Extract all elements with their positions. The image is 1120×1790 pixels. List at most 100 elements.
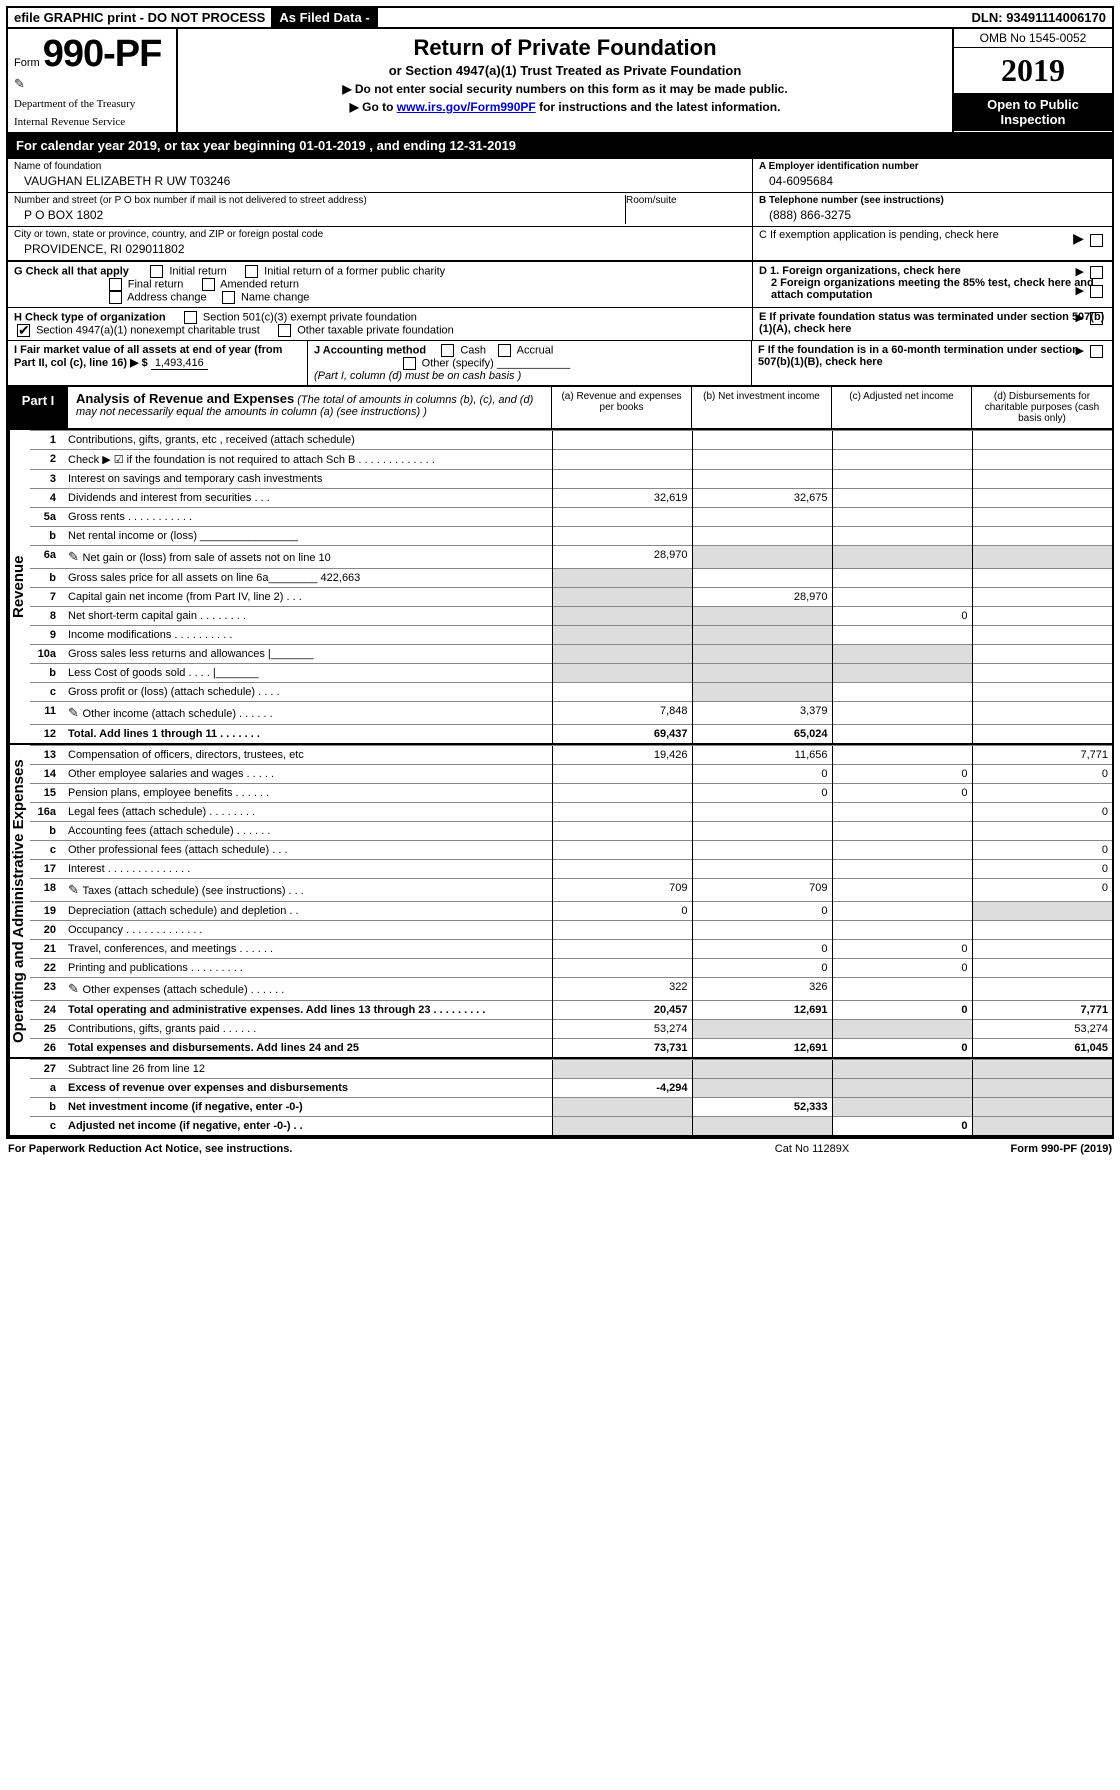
amount-cell — [692, 508, 832, 527]
ein-cell: A Employer identification number 04-6095… — [753, 159, 1112, 193]
line-description: Total operating and administrative expen… — [68, 1004, 485, 1016]
line-number: c — [30, 683, 64, 702]
checkbox-initial-former[interactable] — [245, 265, 258, 278]
checkbox-accrual[interactable] — [498, 344, 511, 357]
table-row: 7Capital gain net income (from Part IV, … — [30, 588, 1112, 607]
checkbox-final-return[interactable] — [109, 278, 122, 291]
amount-cell — [692, 546, 832, 569]
amount-cell — [972, 450, 1112, 470]
line-number: 5a — [30, 508, 64, 527]
amount-cell — [972, 702, 1112, 725]
amount-cell — [552, 527, 692, 546]
amount-cell — [692, 1079, 832, 1098]
line-description: Other professional fees (attach schedule… — [68, 844, 288, 856]
line-number: 8 — [30, 607, 64, 626]
table-row: cGross profit or (loss) (attach schedule… — [30, 683, 1112, 702]
line-description: Capital gain net income (from Part IV, l… — [68, 591, 302, 603]
line-description: Interest . . . . . . . . . . . . . . — [68, 863, 190, 875]
line-number: b — [30, 664, 64, 683]
amount-cell — [552, 1098, 692, 1117]
checkbox-d2[interactable] — [1090, 285, 1103, 298]
checkbox-f[interactable] — [1090, 345, 1103, 358]
table-row: 19 Depreciation (attach schedule) and dep… — [30, 902, 1112, 921]
line-description: Travel, conferences, and meetings . . . … — [68, 943, 273, 955]
amount-cell: 61,045 — [972, 1039, 1112, 1058]
checkbox-other-method[interactable] — [403, 357, 416, 370]
checkbox-address-change[interactable] — [109, 291, 122, 304]
table-row: 6a✎ Net gain or (loss) from sale of asse… — [30, 546, 1112, 569]
checkbox-4947a1[interactable] — [17, 324, 30, 337]
checkbox-d1[interactable] — [1090, 266, 1103, 279]
summary-section: 27Subtract line 26 from line 12a Excess o… — [8, 1057, 1112, 1135]
line-number: a — [30, 1079, 64, 1098]
amount-cell: 0 — [972, 860, 1112, 879]
line-number: 22 — [30, 959, 64, 978]
amount-cell: 0 — [692, 902, 832, 921]
amount-cell: 12,691 — [692, 1039, 832, 1058]
amount-cell: 709 — [552, 879, 692, 902]
amount-cell — [832, 746, 972, 765]
line-number: 14 — [30, 765, 64, 784]
amount-cell — [972, 489, 1112, 508]
checkbox-501c3[interactable] — [184, 311, 197, 324]
amount-cell — [692, 822, 832, 841]
table-row: 18✎ Taxes (attach schedule) (see instruc… — [30, 879, 1112, 902]
dln: DLN: 93491114006170 — [966, 8, 1112, 27]
amount-cell — [552, 921, 692, 940]
amount-cell — [692, 645, 832, 664]
amount-cell — [832, 1098, 972, 1117]
table-row: 25Contributions, gifts, grants paid . . … — [30, 1020, 1112, 1039]
line-description: Depreciation (attach schedule) and deple… — [68, 905, 299, 917]
table-row: 5aGross rents . . . . . . . . . . . — [30, 508, 1112, 527]
amount-cell — [692, 607, 832, 626]
checkbox-e[interactable] — [1090, 312, 1103, 325]
checkbox-initial-return[interactable] — [150, 265, 163, 278]
table-row: 21Travel, conferences, and meetings . . … — [30, 940, 1112, 959]
amount-cell — [552, 569, 692, 588]
amount-cell: 0 — [832, 1001, 972, 1020]
attachment-icon: ✎ — [68, 981, 83, 996]
line-description: Less Cost of goods sold . . . . |_______ — [68, 667, 259, 679]
line-number: 3 — [30, 470, 64, 489]
line-description: Net investment income (if negative, ente… — [68, 1101, 303, 1113]
amount-cell: 0 — [692, 765, 832, 784]
checkbox-c[interactable] — [1090, 234, 1103, 247]
amount-cell — [552, 626, 692, 645]
checkbox-name-change[interactable] — [222, 291, 235, 304]
amount-cell — [972, 607, 1112, 626]
section-g-row: G Check all that apply Initial return In… — [8, 262, 1112, 308]
amount-cell — [692, 1060, 832, 1079]
amount-cell — [972, 1060, 1112, 1079]
amount-cell — [972, 569, 1112, 588]
table-row: 23✎ Other expenses (attach schedule) . .… — [30, 978, 1112, 1001]
table-row: 27Subtract line 26 from line 12 — [30, 1060, 1112, 1079]
line-number: 10a — [30, 645, 64, 664]
line-number: 25 — [30, 1020, 64, 1039]
line-number: 19 — [30, 902, 64, 921]
table-row: cAdjusted net income (if negative, enter… — [30, 1117, 1112, 1136]
amount-cell — [692, 683, 832, 702]
amount-cell — [832, 527, 972, 546]
amount-cell — [692, 1117, 832, 1136]
amount-cell: 0 — [552, 902, 692, 921]
line-description: Excess of revenue over expenses and disb… — [68, 1082, 348, 1094]
checkbox-cash[interactable] — [441, 344, 454, 357]
calendar-year-bar: For calendar year 2019, or tax year begi… — [6, 134, 1114, 159]
irs-link[interactable]: www.irs.gov/Form990PF — [397, 100, 536, 114]
line-description: Total expenses and disbursements. Add li… — [68, 1042, 359, 1054]
amount-cell — [832, 508, 972, 527]
amount-cell — [692, 431, 832, 450]
amount-cell: 0 — [692, 940, 832, 959]
amount-cell — [552, 803, 692, 822]
foundation-name-cell: Name of foundation VAUGHAN ELIZABETH R U… — [8, 159, 752, 193]
amount-cell — [972, 431, 1112, 450]
attachment-icon: ✎ — [68, 549, 83, 564]
amount-cell — [832, 841, 972, 860]
amount-cell: 0 — [972, 765, 1112, 784]
checkbox-amended[interactable] — [202, 278, 215, 291]
amount-cell — [832, 879, 972, 902]
amount-cell: 53,274 — [552, 1020, 692, 1039]
amount-cell: 53,274 — [972, 1020, 1112, 1039]
checkbox-other-taxable[interactable] — [278, 324, 291, 337]
line-description: Occupancy . . . . . . . . . . . . . — [68, 924, 203, 936]
